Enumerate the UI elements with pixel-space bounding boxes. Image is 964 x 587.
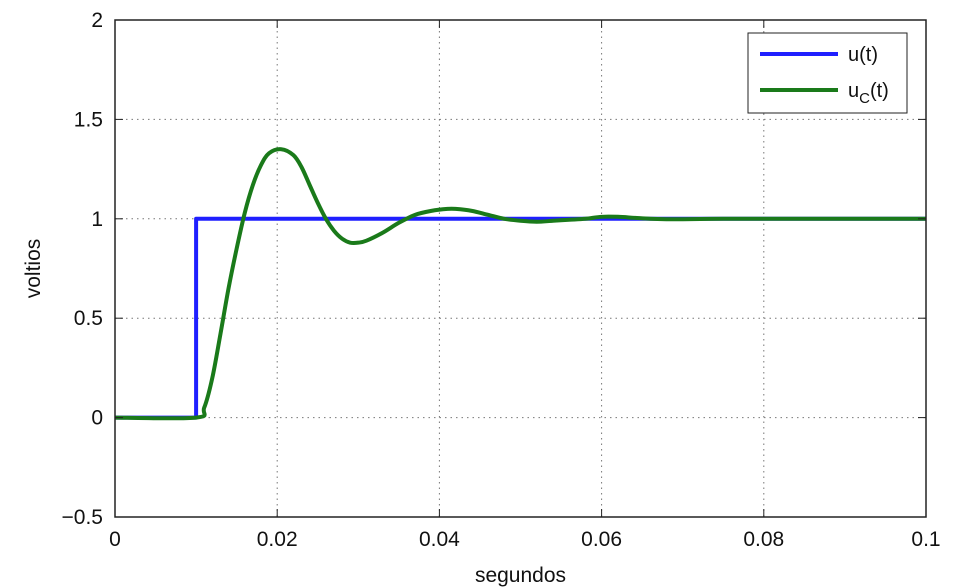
x-tick-label: 0.02 [257,528,298,551]
legend-label-uc-main: u [848,80,859,102]
series-line-uc [114,147,926,421]
y-tick-label: 2 [91,9,103,32]
plot-frame [114,19,927,518]
x-tick-label: 0.1 [911,528,940,551]
y-axis-label: voltios [22,239,45,299]
y-tick-label: 1.5 [74,108,103,131]
x-tick-label: 0.06 [581,528,622,551]
legend-label-uc-tail: (t) [870,80,889,102]
x-axis-label: segundos [475,564,566,587]
y-tick-label: 0.5 [74,307,103,330]
y-tick-label: 0 [91,407,103,430]
series-lines [114,147,926,421]
legend-label-uc-sub: C [859,90,870,107]
y-tick-label: −0.5 [62,506,103,529]
y-tick-label: 1 [91,208,103,231]
legend-label-u: u(t) [848,44,878,66]
x-tick-label: 0 [109,528,121,551]
x-tick-label: 0.08 [743,528,784,551]
x-tick-label: 0.04 [419,528,460,551]
legend-box [747,32,908,114]
legend: u(t) uC(t) [747,32,908,114]
axis-ticks: 0 0.02 0.04 0.06 0.08 0.1 −0.5 0 0.5 1 1.5 2 [62,9,941,551]
legend-label-uc: uC(t) [848,80,889,107]
